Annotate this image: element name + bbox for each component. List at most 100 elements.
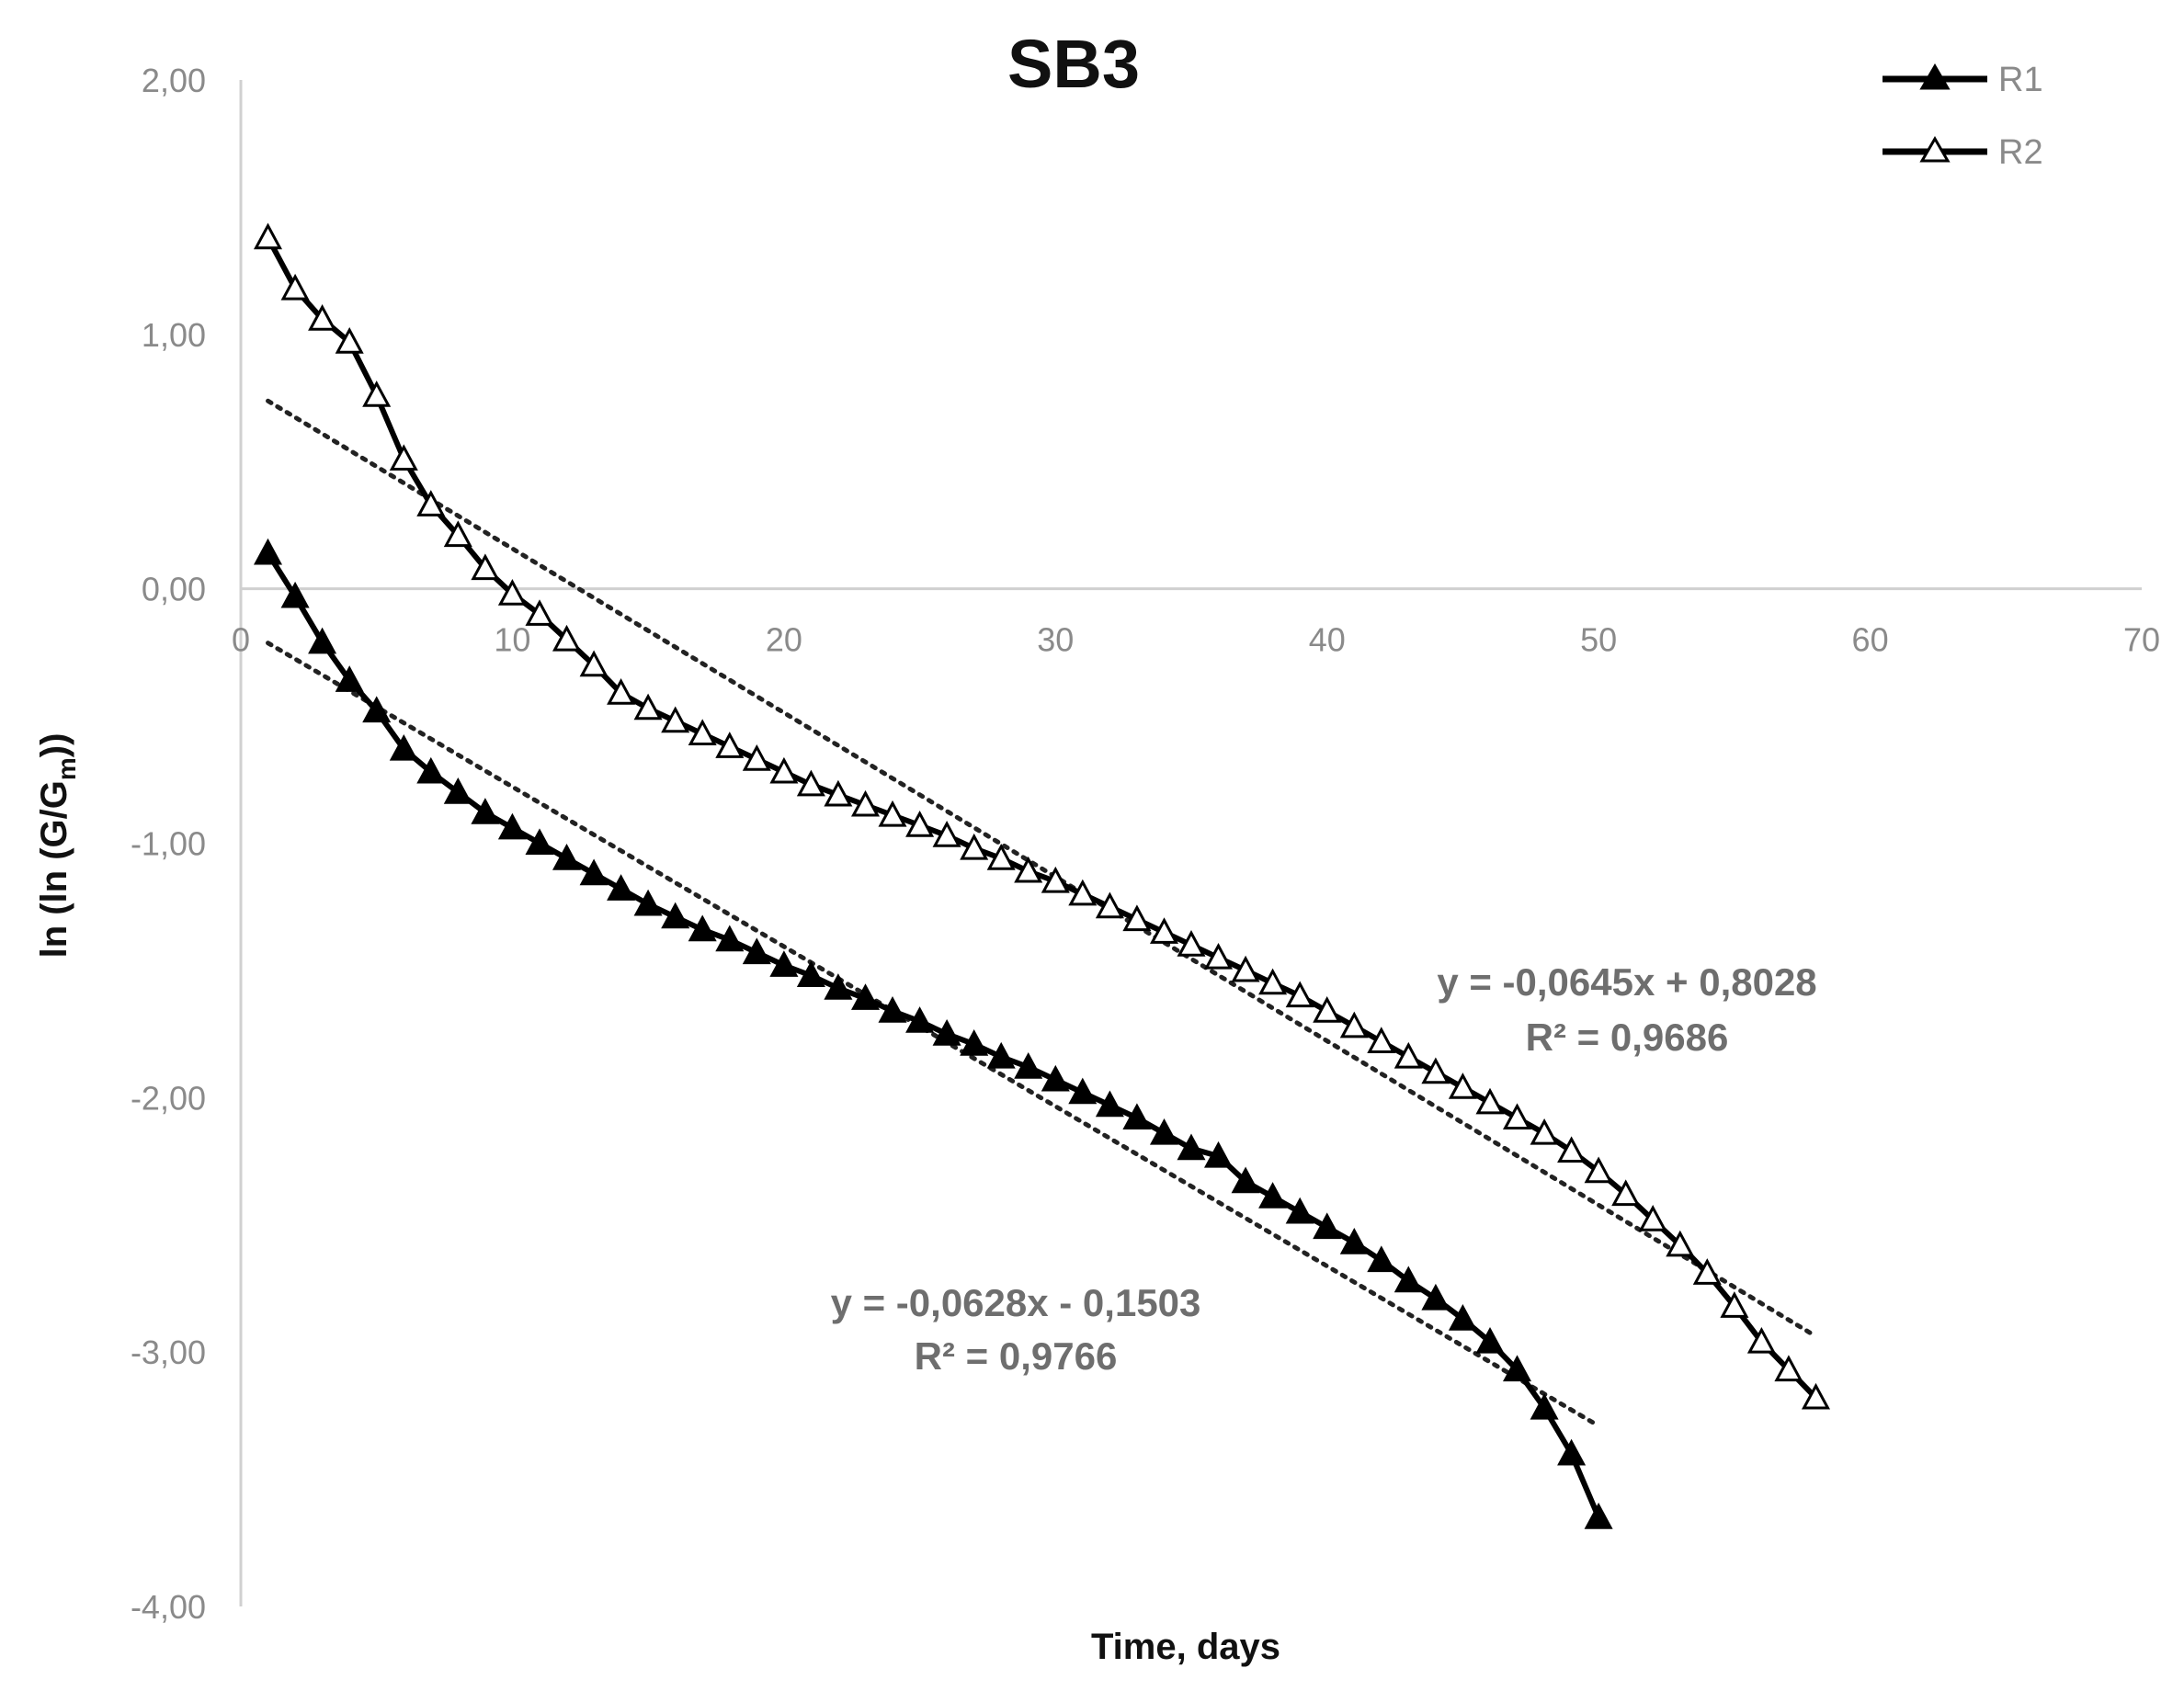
data-point-r2 <box>416 490 446 516</box>
data-point-r2 <box>1258 968 1288 995</box>
data-point-r1 <box>1502 1355 1532 1382</box>
data-point-r1 <box>308 627 337 654</box>
y-axis: 2,00 1,00 0,00 -1,00 -2,00 -3,00 -4,00 <box>131 62 243 1626</box>
x-tick-label: 10 <box>494 621 530 659</box>
series-line-r2 <box>265 236 1818 1401</box>
data-point-r1 <box>633 889 663 916</box>
data-point-r2 <box>1122 904 1152 932</box>
data-point-r2 <box>471 553 500 581</box>
data-point-r1 <box>525 828 554 855</box>
data-point-r1 <box>389 733 418 761</box>
trendline-r1 <box>266 641 1601 1429</box>
data-point-r2 <box>905 810 935 837</box>
trendline-r1-equation: y = -0,0628x - 0,1503 <box>831 1281 1201 1324</box>
y-tick-label: 2,00 <box>142 62 206 99</box>
data-point-r2 <box>1611 1179 1641 1207</box>
data-point-r1 <box>850 983 881 1010</box>
data-point-r2 <box>1149 917 1179 944</box>
data-point-r2 <box>1231 955 1260 982</box>
data-point-r1 <box>471 798 500 824</box>
data-point-r1 <box>960 1029 989 1056</box>
data-point-r2 <box>1014 856 1043 883</box>
data-point-r2 <box>1393 1041 1423 1069</box>
data-point-r2 <box>986 843 1016 870</box>
chart-title: SB3 <box>1007 26 1140 102</box>
data-point-r2 <box>960 833 989 860</box>
data-point-r1 <box>742 937 771 965</box>
data-point-r2 <box>688 719 717 745</box>
data-point-r1 <box>1014 1051 1043 1079</box>
data-point-r1 <box>1068 1077 1098 1105</box>
data-point-r2 <box>443 520 472 548</box>
legend-item-r1: R1 <box>1883 61 2043 99</box>
trendline-r2 <box>266 398 1818 1339</box>
data-point-r1 <box>1557 1438 1587 1466</box>
trendline-r1-annotation: y = -0,0628x - 0,1503 R² = 0,9766 <box>831 1281 1201 1378</box>
data-point-r1 <box>1475 1326 1505 1354</box>
data-point-r1 <box>1095 1090 1124 1118</box>
data-point-r2 <box>742 743 771 771</box>
data-point-r1 <box>986 1041 1016 1069</box>
series-r1 <box>253 538 1613 1529</box>
data-point-r2 <box>362 380 392 407</box>
data-point-r2 <box>389 444 418 471</box>
data-point-r2 <box>308 304 337 331</box>
data-point-r2 <box>1339 1011 1369 1038</box>
legend: R1 R2 <box>1883 61 2043 172</box>
x-tick-label: 30 <box>1037 621 1074 659</box>
data-point-r1 <box>661 902 690 929</box>
data-point-r2 <box>1203 942 1234 970</box>
data-point-r2 <box>1801 1382 1831 1410</box>
data-point-r1 <box>579 858 609 886</box>
legend-marker-r2 <box>1919 136 1951 163</box>
data-point-r1 <box>878 996 907 1023</box>
data-point-r1 <box>253 538 283 565</box>
data-point-r1 <box>905 1006 935 1033</box>
data-point-r2 <box>1692 1258 1722 1285</box>
y-tick-label: 1,00 <box>142 316 206 354</box>
series <box>253 222 1831 1529</box>
data-point-r2 <box>1638 1205 1667 1231</box>
data-point-r2 <box>1177 930 1206 957</box>
legend-label-r2: R2 <box>1998 133 2043 172</box>
trendline-r1-r2: R² = 0,9766 <box>915 1334 1118 1378</box>
data-point-r1 <box>932 1018 961 1046</box>
data-point-r2 <box>878 800 907 827</box>
trendlines <box>266 398 1818 1429</box>
x-tick-label: 40 <box>1309 621 1346 659</box>
y-axis-label: ln (ln (G/Gm)) <box>34 733 81 959</box>
data-point-r2 <box>497 579 527 606</box>
data-point-r2 <box>932 821 961 847</box>
data-point-r2 <box>1367 1027 1396 1053</box>
data-point-r2 <box>824 779 853 807</box>
x-tick-label: 0 <box>232 621 250 659</box>
data-point-r1 <box>1530 1392 1559 1420</box>
data-point-r2 <box>1475 1087 1505 1115</box>
data-point-r1 <box>796 960 825 987</box>
y-tick-label: 0,00 <box>142 571 206 608</box>
data-point-r1 <box>715 925 745 952</box>
data-point-r1 <box>1584 1502 1613 1529</box>
data-point-r1 <box>1421 1283 1450 1311</box>
data-point-r2 <box>796 769 825 797</box>
data-point-r2 <box>1041 866 1070 893</box>
data-point-r2 <box>1557 1136 1587 1163</box>
data-point-r2 <box>661 706 690 733</box>
data-point-r1 <box>362 696 392 723</box>
data-point-r2 <box>607 678 636 705</box>
data-point-r1 <box>335 665 364 692</box>
data-point-r1 <box>1177 1133 1206 1161</box>
data-point-r1 <box>1231 1166 1260 1194</box>
data-point-r1 <box>1149 1118 1179 1145</box>
data-point-r2 <box>1774 1355 1803 1382</box>
series-r2 <box>253 222 1831 1410</box>
data-point-r1 <box>769 950 799 977</box>
data-point-r2 <box>1584 1156 1613 1184</box>
data-point-r2 <box>633 693 663 721</box>
y-axis-label-sub: m <box>52 757 81 780</box>
x-tick-label: 50 <box>1580 621 1617 659</box>
y-tick-label: -4,00 <box>131 1588 206 1626</box>
data-point-r2 <box>1530 1118 1559 1145</box>
data-point-r2 <box>1746 1326 1776 1354</box>
data-point-r2 <box>253 222 283 250</box>
